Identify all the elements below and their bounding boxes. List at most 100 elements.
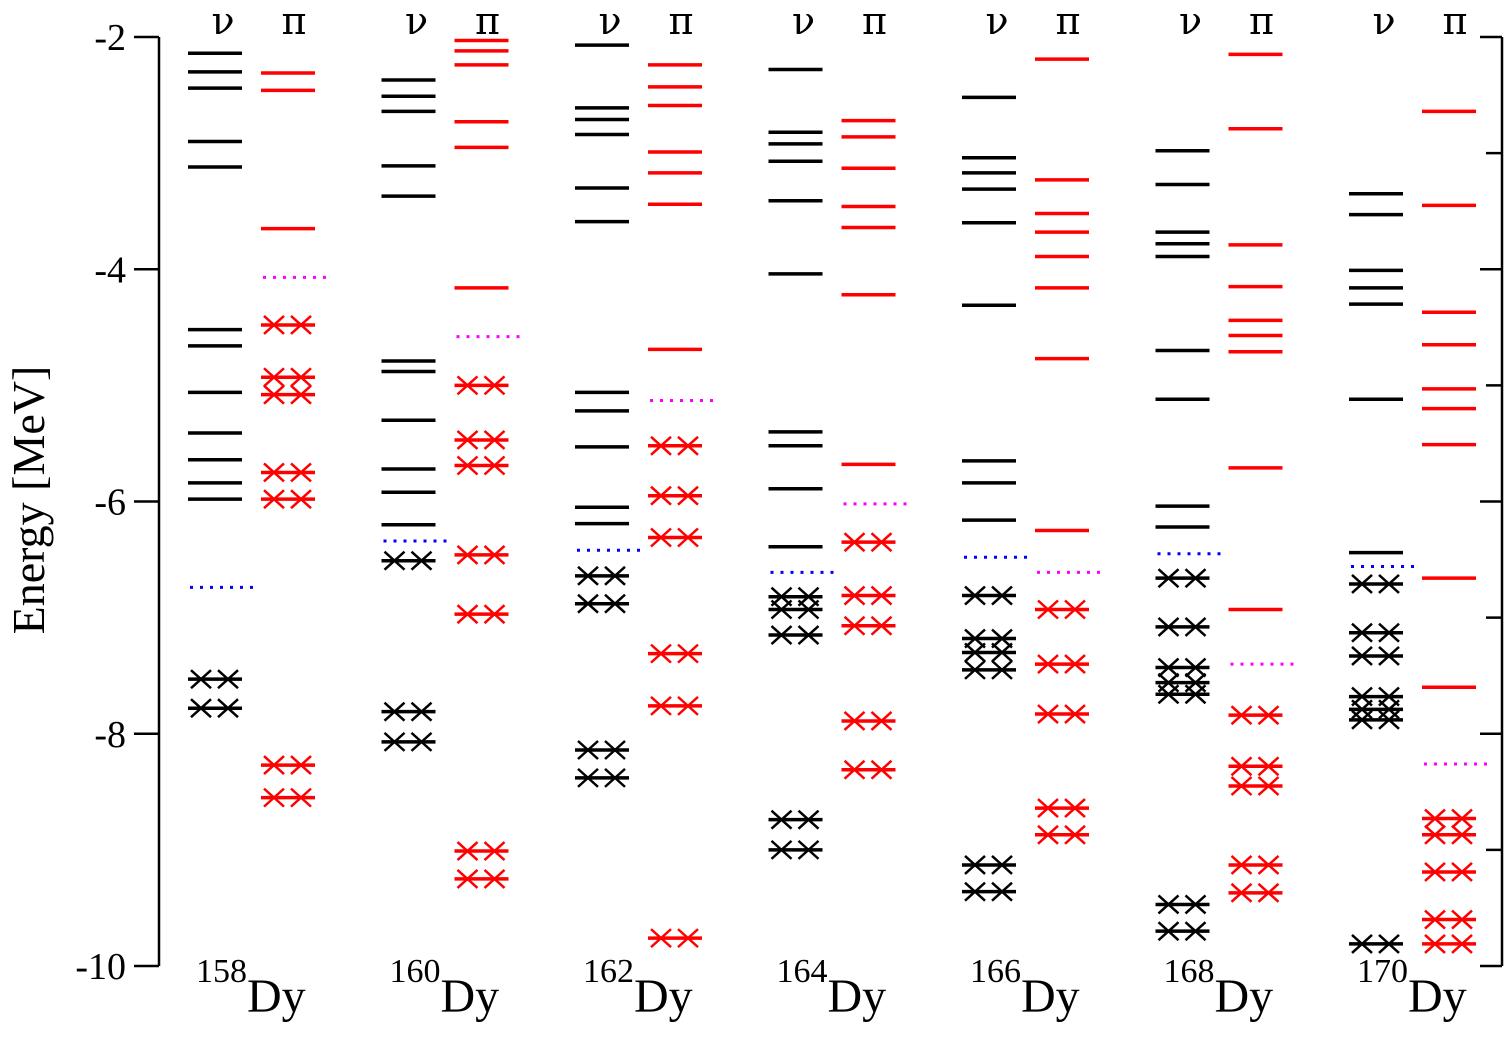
occupation-cross	[1424, 824, 1446, 845]
y-tick-label: -8	[94, 714, 126, 756]
occupation-cross	[263, 787, 285, 808]
isotope-element: Dy	[1408, 970, 1467, 1023]
occupation-cross	[991, 659, 1013, 680]
neutron-symbol: ν	[1372, 0, 1395, 43]
neutron-level-occupied	[1155, 616, 1210, 637]
occupation-cross	[1230, 882, 1253, 903]
nucleus-158Dy: ν π 158Dy	[188, 0, 329, 1023]
neutron-level-occupied	[768, 809, 823, 830]
occupation-cross	[1064, 654, 1086, 675]
occupation-cross	[1037, 704, 1059, 724]
occupation-cross	[290, 462, 312, 483]
proton-level-occupied	[1035, 824, 1089, 845]
occupation-cross	[1257, 882, 1280, 903]
isotope-element: Dy	[1215, 970, 1274, 1023]
proton-level-occupied	[454, 455, 509, 476]
proton-level-occupied	[454, 604, 509, 625]
occupation-cross	[1451, 808, 1473, 829]
occupation-cross	[797, 599, 820, 620]
proton-level-occupied	[261, 384, 315, 405]
proton-symbol: π	[1249, 0, 1274, 43]
neutron-symbol: ν	[985, 0, 1008, 43]
neutron-level-occupied	[1349, 574, 1403, 594]
occupation-cross	[263, 367, 285, 388]
occupation-cross	[1157, 568, 1180, 589]
neutron-level-occupied	[1349, 934, 1403, 954]
occupation-cross	[604, 767, 626, 788]
proton-level-occupied	[841, 585, 896, 606]
occupation-cross	[1424, 808, 1446, 829]
neutron-symbol: ν	[405, 0, 428, 43]
occupation-cross	[290, 367, 312, 388]
occupation-cross	[1451, 824, 1473, 845]
occupation-cross	[1184, 657, 1207, 678]
occupation-cross	[483, 604, 506, 625]
occupation-cross	[410, 701, 433, 722]
occupation-cross	[677, 485, 699, 506]
proton-level-occupied	[841, 532, 896, 553]
isotope-mass: 164	[777, 953, 828, 990]
occupation-cross	[843, 759, 866, 780]
occupation-cross	[577, 565, 599, 586]
proton-level-occupied	[1035, 599, 1089, 620]
neutron-level-occupied	[575, 593, 629, 614]
isotope-element: Dy	[247, 970, 306, 1023]
occupation-cross	[1351, 646, 1373, 666]
isotope-mass: 160	[390, 953, 441, 990]
occupation-cross	[483, 375, 506, 396]
occupation-cross	[1257, 776, 1280, 796]
occupation-cross	[1230, 776, 1253, 796]
occupation-cross	[483, 841, 506, 861]
occupation-cross	[383, 731, 406, 752]
occupation-cross	[650, 643, 672, 664]
occupation-cross	[677, 527, 699, 548]
isotope-label: 158Dy	[196, 953, 306, 1023]
proton-level-occupied	[1035, 704, 1089, 724]
occupation-cross	[1157, 657, 1180, 678]
neutron-symbol: ν	[1179, 0, 1202, 43]
proton-level-occupied	[261, 787, 315, 808]
occupation-cross	[1424, 909, 1446, 930]
occupation-cross	[770, 809, 793, 830]
occupation-cross	[870, 585, 893, 606]
occupation-cross	[1257, 756, 1280, 777]
neutron-level-occupied	[381, 731, 436, 752]
occupation-cross	[290, 489, 312, 510]
isotope-element: Dy	[441, 970, 500, 1023]
occupation-cross	[964, 642, 986, 663]
occupation-cross	[1157, 616, 1180, 637]
occupation-cross	[677, 928, 699, 949]
occupation-cross	[964, 628, 986, 649]
y-tick-label: -4	[94, 249, 126, 291]
occupation-cross	[677, 643, 699, 664]
isotope-mass: 168	[1164, 953, 1215, 990]
occupation-cross	[964, 585, 986, 606]
occupation-cross	[1351, 709, 1373, 730]
occupation-cross	[577, 767, 599, 788]
occupation-cross	[217, 669, 239, 690]
occupation-cross	[770, 839, 793, 860]
neutron-level-occupied	[575, 767, 629, 788]
occupation-cross	[991, 628, 1013, 649]
occupation-cross	[964, 881, 986, 902]
y-tick-label: -6	[94, 482, 126, 524]
occupation-cross	[263, 315, 285, 335]
nucleus-164Dy: ν π 164Dy	[768, 0, 910, 1023]
neutron-level-occupied	[188, 669, 242, 690]
occupation-cross	[843, 585, 866, 606]
nucleus-170Dy: ν π 170Dy	[1349, 0, 1490, 1023]
proton-symbol: π	[282, 0, 307, 43]
proton-level-occupied	[1035, 798, 1089, 818]
occupation-cross	[456, 841, 479, 861]
plot-frame	[157, 37, 1504, 966]
proton-level-occupied	[1228, 705, 1283, 726]
proton-level-occupied	[648, 643, 702, 664]
occupation-cross	[456, 868, 479, 889]
y-tick-label: -10	[75, 946, 126, 988]
occupation-cross	[263, 462, 285, 483]
occupation-cross	[1157, 894, 1180, 915]
occupation-cross	[1157, 684, 1180, 705]
proton-level-occupied	[1035, 654, 1089, 675]
occupation-cross	[991, 881, 1013, 902]
